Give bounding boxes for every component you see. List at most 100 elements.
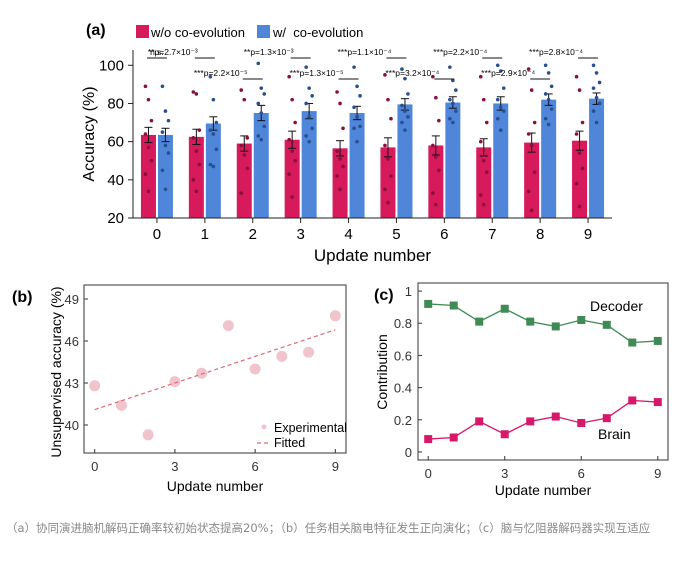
data-point [259,111,264,115]
y-tick-label-c: 1 [405,284,412,299]
data-point [335,174,339,178]
y-tick-label-c: 0.8 [394,316,412,331]
y-tick-label-a: 60 [107,134,124,151]
data-point [146,145,151,150]
data-point [191,90,196,94]
data-point [529,143,534,148]
data-point [577,151,582,155]
brain-marker [500,430,509,439]
bar-with-coevolution [205,123,221,218]
bar-with-coevolution [493,103,509,218]
fitted-line [94,329,336,411]
data-point [310,126,314,131]
decoder-marker [424,299,433,308]
legend-label-without: w/o co-evolution [150,25,245,40]
data-point [304,101,308,106]
experimental-point [169,376,181,388]
y-tick-label-b: 40 [65,418,79,433]
data-point [197,162,202,167]
x-tick-label-a: 5 [392,226,400,243]
x-tick-label-a: 8 [536,226,544,243]
bar-without-coevolution [188,136,204,218]
panel-a: (a) 20 40 60 80 100 0 n.s. 1 **p=2.7×10⁻³ 2 ***p=2.… [81,22,612,265]
significance-label: **p=2.7×10⁻³ [148,47,198,57]
legend-label-experimental: Experimental [274,421,347,435]
x-axis-title-b: Update number [167,478,264,494]
data-point [194,92,199,96]
data-point [400,103,404,108]
data-point [335,149,339,153]
data-point [358,94,362,98]
data-point [529,88,534,92]
experimental-point [303,346,315,358]
y-axis-title-b: Unsupervised accuracy (%) [48,286,64,457]
data-point [543,63,548,68]
experimental-point [329,310,341,322]
legend-label-with: w/ co-evolution [272,25,363,40]
brain-marker [551,412,560,421]
data-point [341,164,345,169]
data-point [287,172,291,176]
legend-label-fitted: Fitted [274,436,305,450]
data-point [166,118,171,123]
decoder-marker [526,317,535,326]
data-point [194,189,199,194]
x-tick-label-a: 9 [584,226,592,243]
data-point [194,149,199,153]
brain-marker [577,418,586,427]
significance-label: ***p=2.8×10⁻⁴ [529,47,583,57]
x-tick-label-a: 6 [440,226,448,243]
data-point [290,195,294,199]
data-point [304,134,308,138]
data-point [403,128,407,132]
data-point [211,132,216,136]
data-point [338,157,342,161]
data-point [454,88,458,92]
figure-caption: （a）协同演进脑机解码正确率较初始状态提高20%；（b）任务相关脑电特征发生正向… [6,521,651,535]
data-point [478,139,483,144]
data-point [355,84,359,89]
data-point [386,97,390,102]
data-point [160,168,165,173]
data-point [383,187,387,192]
y-tick-label-b: 43 [65,376,79,391]
data-point [304,65,308,69]
x-tick-label-b: 0 [91,459,98,474]
data-point [400,67,404,71]
significance-label: **p=1.3×10⁻³ [244,47,294,57]
data-point [549,84,554,89]
data-point [355,115,359,119]
data-point [526,67,531,71]
brain-marker [653,398,662,407]
data-point [239,88,244,92]
bar-without-coevolution [572,140,588,218]
data-point [383,73,387,77]
x-tick-label-a: 7 [488,226,496,243]
data-point [451,78,455,83]
data-point [431,74,435,79]
data-point [597,101,602,106]
experimental-point [276,350,288,362]
significance-label: n.s. [150,47,164,57]
series-label-decoder: Decoder [590,298,643,314]
data-point [532,170,537,174]
data-point [262,124,267,129]
data-point [529,208,534,213]
data-point [386,200,390,205]
plot-frame-b [83,284,347,454]
data-point [256,61,261,66]
bar-without-coevolution [380,147,396,218]
data-point [437,118,441,123]
bar-without-coevolution [236,143,252,218]
data-point [574,181,579,186]
data-point [355,139,359,144]
bar-without-coevolution [524,142,540,218]
plot-frame-c [417,282,669,461]
x-tick-label-a: 4 [344,226,352,243]
data-point [256,101,261,106]
y-tick-label-c: 0.2 [394,413,412,428]
data-point [580,120,585,125]
data-point [163,143,168,148]
bar-with-coevolution [589,98,605,218]
